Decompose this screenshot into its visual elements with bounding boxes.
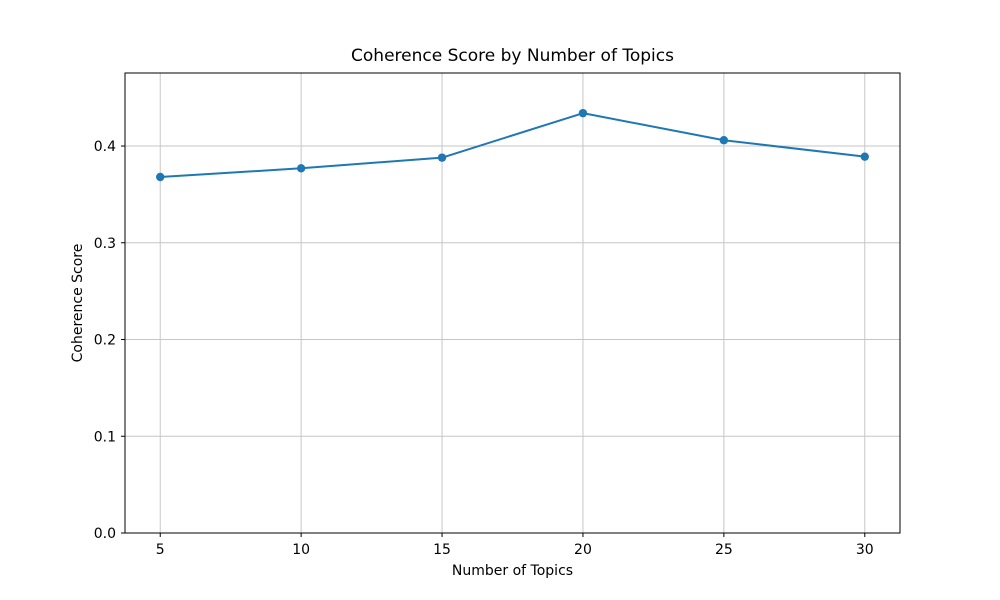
y-tick-label: 0.0 bbox=[94, 526, 116, 542]
y-tick-label: 0.1 bbox=[94, 429, 116, 445]
data-point-marker bbox=[719, 136, 729, 145]
axis-spines bbox=[124, 72, 901, 534]
x-tick-label: 10 bbox=[292, 542, 310, 558]
x-tick-label: 20 bbox=[574, 542, 592, 558]
x-tick-label: 5 bbox=[156, 542, 165, 558]
plot-area bbox=[125, 73, 900, 533]
y-tick-label: 0.4 bbox=[94, 139, 116, 155]
chart-title: Coherence Score by Number of Topics bbox=[351, 46, 674, 66]
data-point-marker bbox=[860, 152, 869, 161]
y-tick-label: 0.3 bbox=[94, 236, 116, 252]
data-point-marker bbox=[578, 108, 588, 118]
x-axis-label: Number of Topics bbox=[452, 563, 573, 579]
x-tick-label: 25 bbox=[715, 542, 733, 558]
series-line bbox=[160, 112, 865, 178]
line-series bbox=[156, 108, 869, 182]
y-tick-label: 0.2 bbox=[94, 333, 116, 349]
data-point-marker bbox=[296, 164, 306, 173]
y-axis-label: Coherence Score bbox=[70, 244, 86, 363]
x-tick-label: 15 bbox=[433, 542, 451, 558]
tick-layer: 5 10 15 20 25 30 0.0 0.1 0.2 0.3 0.4 bbox=[94, 139, 874, 558]
data-point-marker bbox=[156, 172, 165, 182]
x-tick-label: 30 bbox=[856, 542, 874, 558]
data-point-marker bbox=[437, 153, 447, 162]
